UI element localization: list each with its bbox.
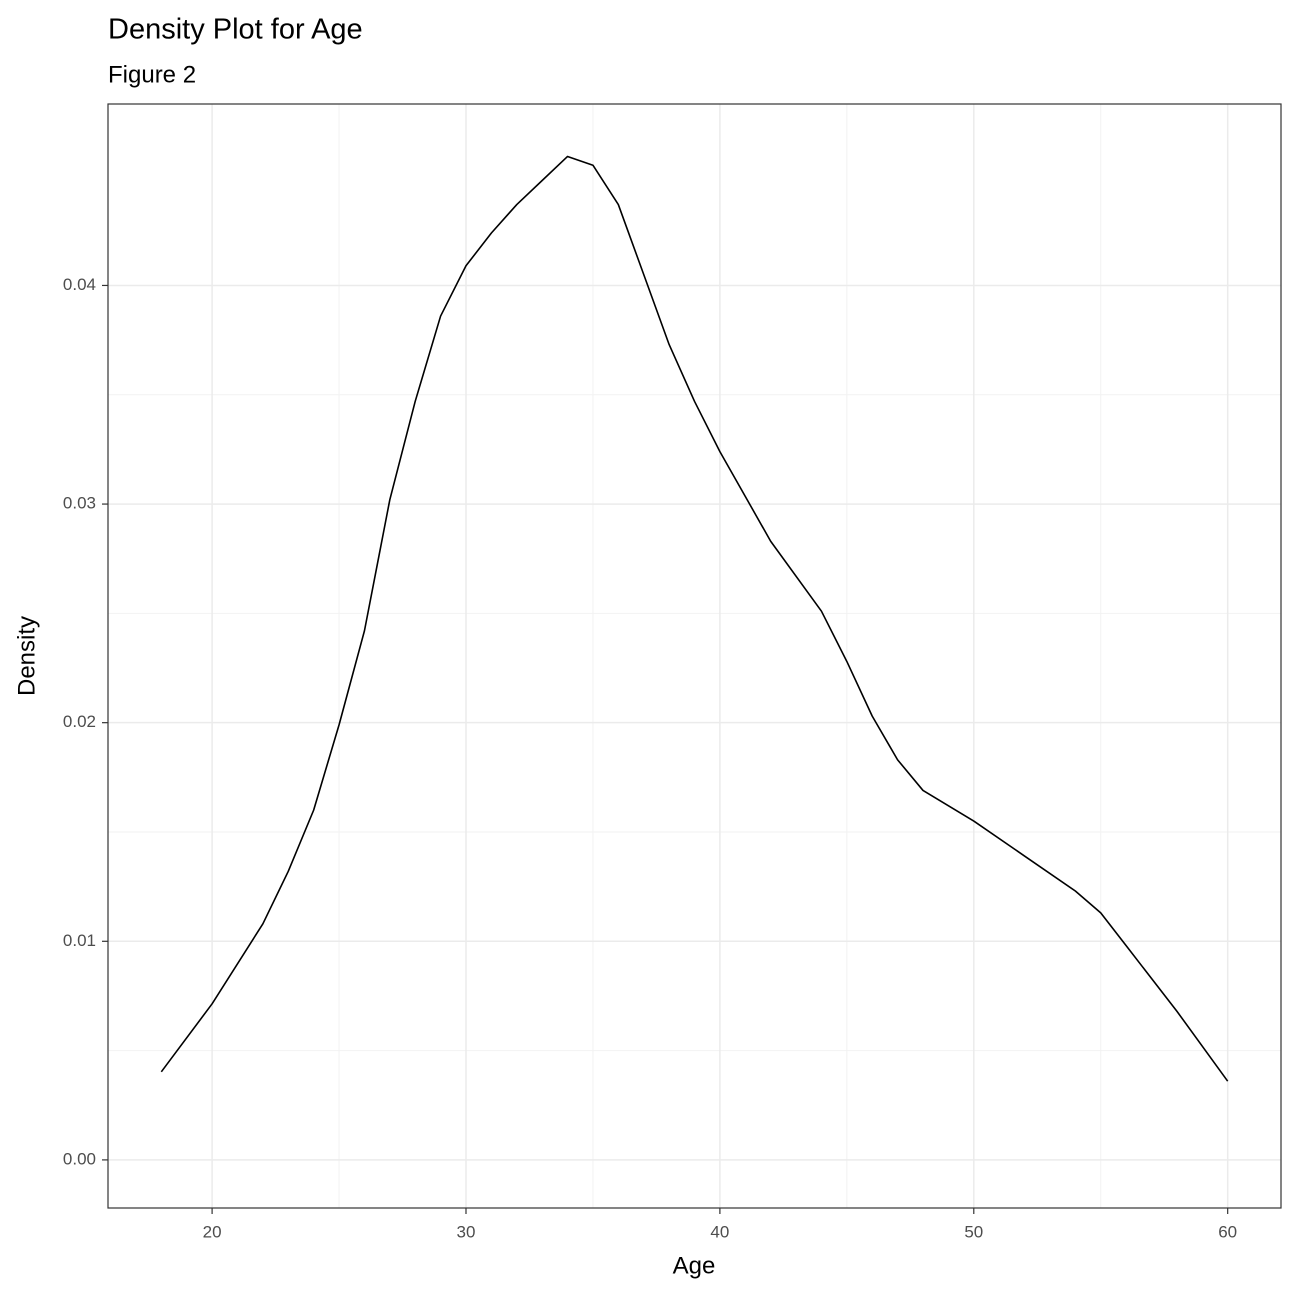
x-tick-label: 30 xyxy=(457,1222,476,1241)
y-tick-label: 0.04 xyxy=(63,275,96,294)
x-tick-label: 40 xyxy=(710,1222,729,1241)
chart-title: Density Plot for Age xyxy=(108,14,363,46)
y-tick-label: 0.01 xyxy=(63,931,96,950)
y-tick-label: 0.00 xyxy=(63,1149,96,1168)
panel-border xyxy=(107,103,1282,1209)
density-line xyxy=(160,155,1229,1082)
y-tick-label: 0.02 xyxy=(63,712,96,731)
y-tick-label: 0.03 xyxy=(63,494,96,513)
x-tick-label: 60 xyxy=(1218,1222,1237,1241)
x-tick-label: 50 xyxy=(964,1222,983,1241)
grid xyxy=(108,104,1281,1208)
y-axis-label: Density xyxy=(13,616,40,696)
x-tick-label: 20 xyxy=(203,1222,222,1241)
x-axis-label: Age xyxy=(673,1252,716,1279)
plot-area xyxy=(160,155,1229,1082)
chart-subtitle: Figure 2 xyxy=(108,61,196,88)
